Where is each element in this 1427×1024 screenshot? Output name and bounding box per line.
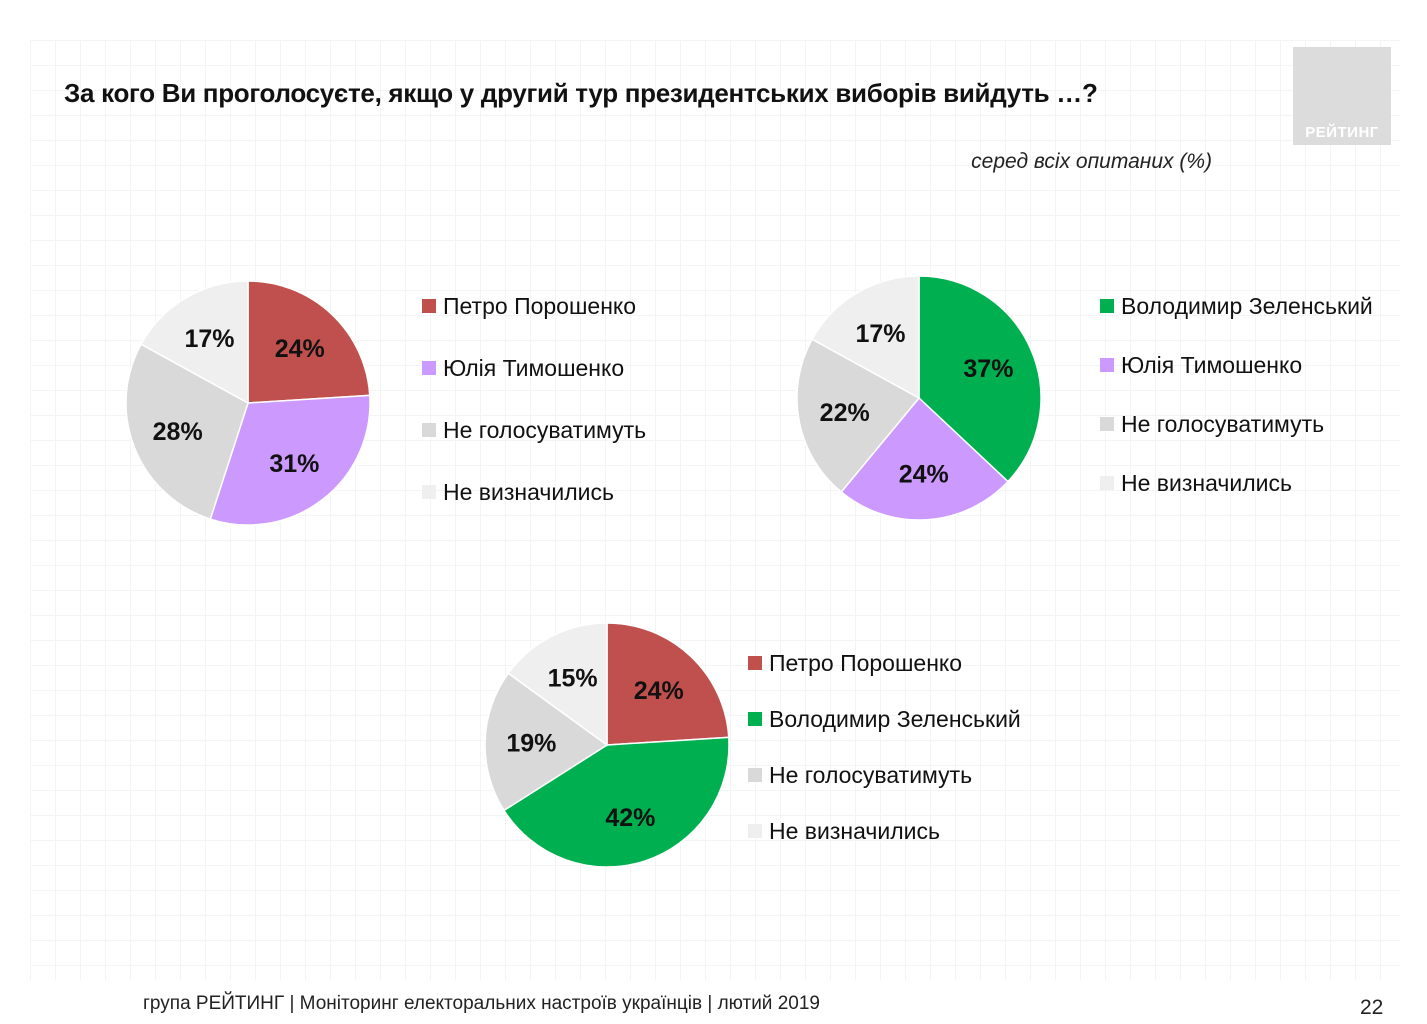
legend-swatch [422, 423, 436, 437]
slice-value-label: 17% [855, 320, 905, 348]
pie-slice-не-голосуватимуть [125, 343, 249, 520]
legend-swatch [748, 656, 762, 670]
slice-value-label: 37% [963, 355, 1013, 383]
slice-value-label: 24% [634, 677, 684, 705]
legend-item-не-голосуватимуть: Не голосуватимуть [1100, 410, 1373, 437]
pie-slice-не-визначились [507, 622, 608, 747]
pie-slice-петро-порошенко [606, 622, 730, 746]
legend-item-володимир-зеленський: Володимир Зеленський [1100, 292, 1373, 319]
legend-swatch [422, 485, 436, 499]
legend-label: Не визначились [443, 478, 614, 505]
pie-slice-володимир-зеленський [918, 275, 1042, 483]
legend-item-юлія-тимошенко: Юлія Тимошенко [422, 354, 646, 381]
legend-poroshenko-tymoshenko: Петро Порошенко Юлія Тимошенко Не голосува… [422, 292, 647, 505]
legend-swatch [422, 361, 436, 375]
legend-item-володимир-зеленський: Володимир Зеленський [748, 705, 1021, 732]
pie-chart-poroshenko-zelensky: 24% 42% 19% 15% [484, 622, 730, 868]
pie-slice-юлія-тимошенко [209, 394, 371, 526]
legend-label: Петро Порошенко [443, 292, 637, 319]
legend-label: Не голосуватимуть [443, 416, 647, 443]
legend-label: Не голосуватимуть [1121, 410, 1325, 437]
pie-slice-не-голосуватимуть [484, 672, 609, 812]
slice-value-label: 42% [605, 804, 655, 832]
legend-label: Володимир Зеленський [1121, 292, 1373, 319]
legend-swatch [1100, 299, 1114, 313]
legend-swatch [748, 768, 762, 782]
legend-item-не-визначились: Не визначились [748, 817, 1021, 844]
legend-item-не-визначились: Не визначились [1100, 469, 1373, 496]
legend-label: Не голосуватимуть [769, 761, 973, 788]
legend-label: Не визначились [769, 817, 940, 844]
footer-text: група РЕЙТИНГ | Моніторинг електоральних… [143, 993, 820, 1014]
legend-item-юлія-тимошенко: Юлія Тимошенко [1100, 351, 1373, 378]
legend-zelensky-tymoshenko: Володимир Зеленський Юлія Тимошенко Не гол… [1100, 292, 1373, 496]
pie-slice-не-визначились [811, 275, 920, 400]
pie-slice-не-визначились [140, 280, 249, 405]
slice-value-label: 28% [153, 418, 203, 446]
chart-subtitle: серед всіх опитаних (%) [971, 150, 1212, 173]
legend-item-петро-порошенко: Петро Порошенко [422, 292, 646, 319]
legend-label: Не визначились [1121, 469, 1292, 496]
legend-poroshenko-zelensky: Петро Порошенко Володимир Зеленський Не го… [748, 649, 1021, 844]
page-title: За кого Ви проголосуєте, якщо у другий т… [64, 78, 1098, 108]
rating-logo: РЕЙТИНГ [1293, 47, 1391, 145]
slice-value-label: 17% [184, 325, 234, 353]
legend-item-не-визначились: Не визначились [422, 478, 646, 505]
page-number: 22 [1360, 996, 1384, 1019]
slice-value-label: 31% [269, 450, 319, 478]
legend-label: Юлія Тимошенко [1121, 351, 1303, 378]
legend-label: Петро Порошенко [769, 649, 963, 676]
pie-chart-poroshenko-tymoshenko: 24% 31% 28% 17% [125, 280, 371, 526]
legend-swatch [1100, 417, 1114, 431]
slice-value-label: 19% [506, 730, 556, 758]
legend-item-не-голосуватимуть: Не голосуватимуть [422, 416, 647, 443]
slice-value-label: 24% [899, 460, 949, 488]
pie-slice-петро-порошенко [247, 280, 371, 404]
pie-chart-zelensky-tymoshenko: 37% 24% 22% 17% [796, 275, 1042, 521]
legend-swatch [748, 824, 762, 838]
pie-slice-володимир-зеленський [502, 736, 730, 868]
legend-item-не-голосуватимуть: Не голосуватимуть [748, 761, 1021, 788]
legend-swatch [748, 712, 762, 726]
legend-label: Юлія Тимошенко [443, 354, 625, 381]
legend-label: Володимир Зеленський [769, 705, 1021, 732]
pie-slice-не-голосуватимуть [796, 338, 921, 494]
slice-value-label: 15% [548, 665, 598, 693]
pie-slice-юлія-тимошенко [840, 396, 1009, 521]
slice-value-label: 22% [820, 399, 870, 427]
slice-value-label: 24% [275, 335, 325, 363]
legend-swatch [1100, 358, 1114, 372]
logo-text: РЕЙТИНГ [1305, 124, 1379, 141]
legend-swatch [422, 299, 436, 313]
legend-item-петро-порошенко: Петро Порошенко [748, 649, 1021, 676]
legend-swatch [1100, 476, 1114, 490]
